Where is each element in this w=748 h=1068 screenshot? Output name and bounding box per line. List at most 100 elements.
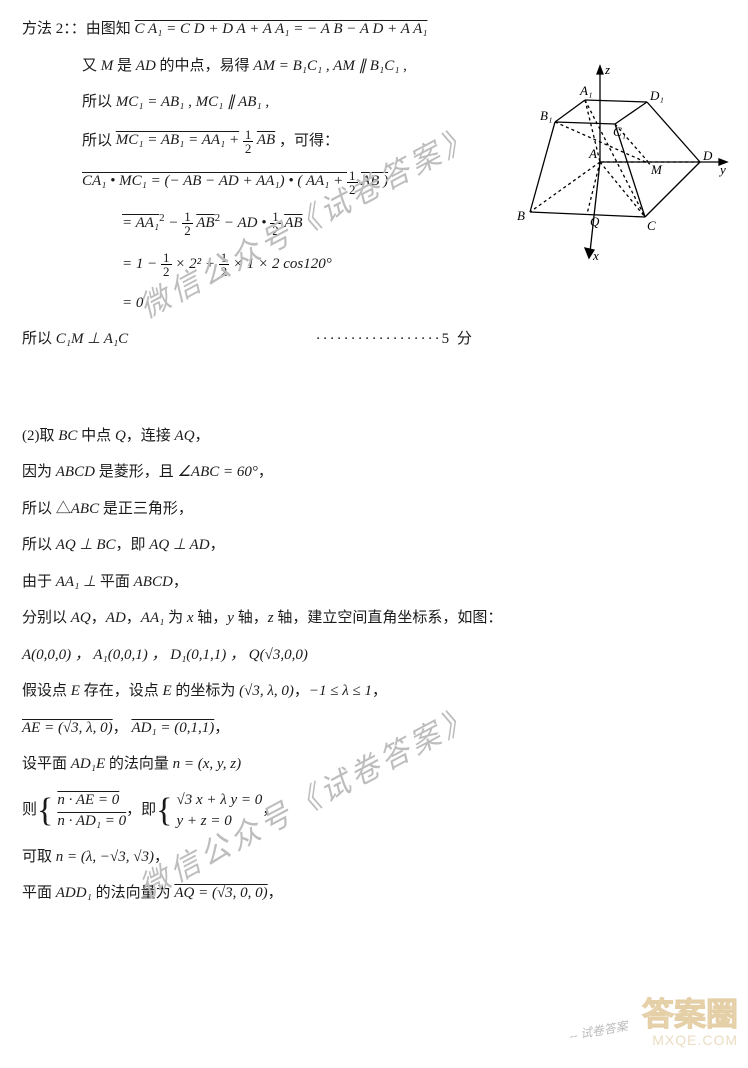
d: 2 bbox=[182, 224, 193, 237]
prism-svg: z y x A₁ B₁ C₁ D₁ A B C D M Q bbox=[495, 62, 730, 262]
t: ， bbox=[268, 885, 283, 901]
m: ABC bbox=[71, 501, 99, 517]
line-22: 平面 ADD₁ 的法向量为 AQ = (√3, 0, 0)， bbox=[22, 882, 726, 905]
m: ABCD bbox=[134, 574, 173, 590]
t: 分别以 bbox=[22, 610, 71, 626]
line-11: 因为 ABCD 是菱形，且 ∠ABC = 60°， bbox=[22, 461, 726, 484]
svg-text:C: C bbox=[647, 218, 656, 233]
m: √3 x + λ y = 0 bbox=[177, 790, 263, 811]
m: E bbox=[162, 683, 171, 699]
m: x bbox=[187, 610, 194, 626]
t: ，连接 bbox=[126, 428, 175, 444]
t: 所以 bbox=[22, 537, 56, 553]
m: n = (λ, −√3, √3) bbox=[56, 849, 154, 865]
text: 方法 2：：由图知 bbox=[22, 21, 135, 37]
line-15: 分别以 AQ，AD，AA₁ 为 x 轴，y 轴，z 轴，建立空间直角坐标系，如图… bbox=[22, 607, 726, 630]
svg-text:B₁: B₁ bbox=[540, 108, 552, 123]
m: Q bbox=[115, 428, 126, 444]
m: n = (x, y, z) bbox=[173, 756, 241, 772]
m: AB bbox=[196, 215, 214, 231]
m: AB bbox=[284, 215, 302, 231]
m: y + z = 0 bbox=[177, 811, 263, 832]
t: 轴， bbox=[194, 610, 228, 626]
t: 所以 bbox=[82, 94, 116, 110]
line-17: 假设点 E 存在，设点 E 的坐标为 (√3, λ, 0)，−1 ≤ λ ≤ 1… bbox=[22, 680, 726, 703]
m: AQ = (√3, 0, 0) bbox=[174, 885, 267, 901]
m: AE = (√3, λ, 0) bbox=[22, 720, 113, 736]
svg-text:Q: Q bbox=[590, 214, 600, 229]
svg-text:z: z bbox=[604, 62, 610, 77]
t: 假设点 bbox=[22, 683, 71, 699]
t: 平面 bbox=[22, 885, 56, 901]
m: × 2² + bbox=[175, 256, 219, 272]
m: = 0 bbox=[122, 295, 143, 311]
m: MC₁ = AB₁ , MC₁ ∥ AB₁ , bbox=[116, 94, 269, 110]
vec: C A₁ = C D + D A + A A₁ = − A B − A D + … bbox=[135, 21, 428, 37]
t: 所以 bbox=[22, 331, 56, 347]
t: 是菱形，且 bbox=[95, 464, 178, 480]
d: 2 bbox=[347, 183, 358, 196]
svg-text:D₁: D₁ bbox=[649, 88, 664, 103]
line-method2: 方法 2：：由图知 C A₁ = C D + D A + A A₁ = − A … bbox=[22, 18, 726, 41]
m: E bbox=[71, 683, 80, 699]
t: 轴，建立空间直角坐标系，如图： bbox=[274, 610, 503, 626]
m: AD₁E bbox=[71, 756, 105, 772]
t: 的中点，易得 bbox=[160, 58, 254, 74]
t: 中点 bbox=[77, 428, 115, 444]
m: n · AD₁ = 0 bbox=[57, 813, 126, 829]
t: 则 bbox=[22, 799, 37, 822]
m: MC₁ = AB₁ = AA₁ + bbox=[116, 132, 239, 148]
svg-text:x: x bbox=[592, 248, 599, 262]
t: 平面 bbox=[96, 574, 134, 590]
d: 2 bbox=[243, 142, 254, 155]
m: ∠ABC = 60° bbox=[177, 464, 257, 480]
t: ， bbox=[214, 720, 229, 736]
t: ， bbox=[113, 720, 128, 736]
t: ，即 bbox=[126, 799, 156, 822]
site-stamp: 答案圈 MXQE.COM bbox=[578, 998, 738, 1058]
m: −1 ≤ λ ≤ 1 bbox=[309, 683, 372, 699]
line-16: A(0,0,0) ， A₁(0,0,1) ， D₁(0,1,1) ， Q(√3,… bbox=[22, 644, 726, 667]
m: A(0,0,0) ， A₁(0,0,1) ， D₁(0,1,1) ， Q(√3,… bbox=[22, 647, 308, 663]
m: ABCD bbox=[56, 464, 95, 480]
t: 因为 bbox=[22, 464, 56, 480]
n: 1 bbox=[270, 210, 281, 224]
t: ，即 bbox=[116, 537, 150, 553]
svg-text:A₁: A₁ bbox=[579, 83, 592, 98]
t: 所以 △ bbox=[22, 501, 71, 517]
t: 轴， bbox=[234, 610, 268, 626]
svg-text:D: D bbox=[702, 148, 713, 163]
n: 1 bbox=[347, 169, 358, 183]
m: = 1 − bbox=[122, 256, 161, 272]
svg-text:B: B bbox=[517, 208, 525, 223]
m: (√3, λ, 0) bbox=[239, 683, 294, 699]
m: AQ ⊥ BC bbox=[56, 537, 116, 553]
svg-text:M: M bbox=[650, 162, 663, 177]
m: AQ ⊥ AD bbox=[149, 537, 209, 553]
m: y bbox=[227, 610, 234, 626]
t: 存在，设点 bbox=[80, 683, 163, 699]
n: 1 bbox=[219, 251, 230, 265]
svg-text:C₁: C₁ bbox=[613, 124, 626, 139]
m: AD bbox=[136, 58, 156, 74]
t: ，可得： bbox=[279, 132, 339, 148]
m: AA₁ bbox=[141, 610, 165, 626]
line-18: AE = (√3, λ, 0)， AD₁ = (0,1,1)， bbox=[22, 717, 726, 740]
t: 为 bbox=[164, 610, 187, 626]
svg-text:A: A bbox=[588, 146, 597, 161]
m: AB ) bbox=[361, 173, 388, 189]
t: ， bbox=[294, 683, 309, 699]
t: 可取 bbox=[22, 849, 56, 865]
m: AB bbox=[257, 132, 275, 148]
t: 由于 bbox=[22, 574, 56, 590]
line-21: 可取 n = (λ, −√3, √3)， bbox=[22, 846, 726, 869]
left-brace-icon: { bbox=[156, 794, 172, 828]
d: 2 bbox=[219, 265, 230, 278]
m: AA₁ ⊥ bbox=[56, 574, 96, 590]
t: 是 bbox=[117, 58, 136, 74]
m: C₁M ⊥ A₁C bbox=[56, 331, 128, 347]
t: ， bbox=[195, 428, 210, 444]
m: = AA₁ bbox=[122, 215, 159, 231]
m: × 1 × 2 cos120° bbox=[233, 256, 332, 272]
line-8: = 0 bbox=[22, 292, 726, 315]
